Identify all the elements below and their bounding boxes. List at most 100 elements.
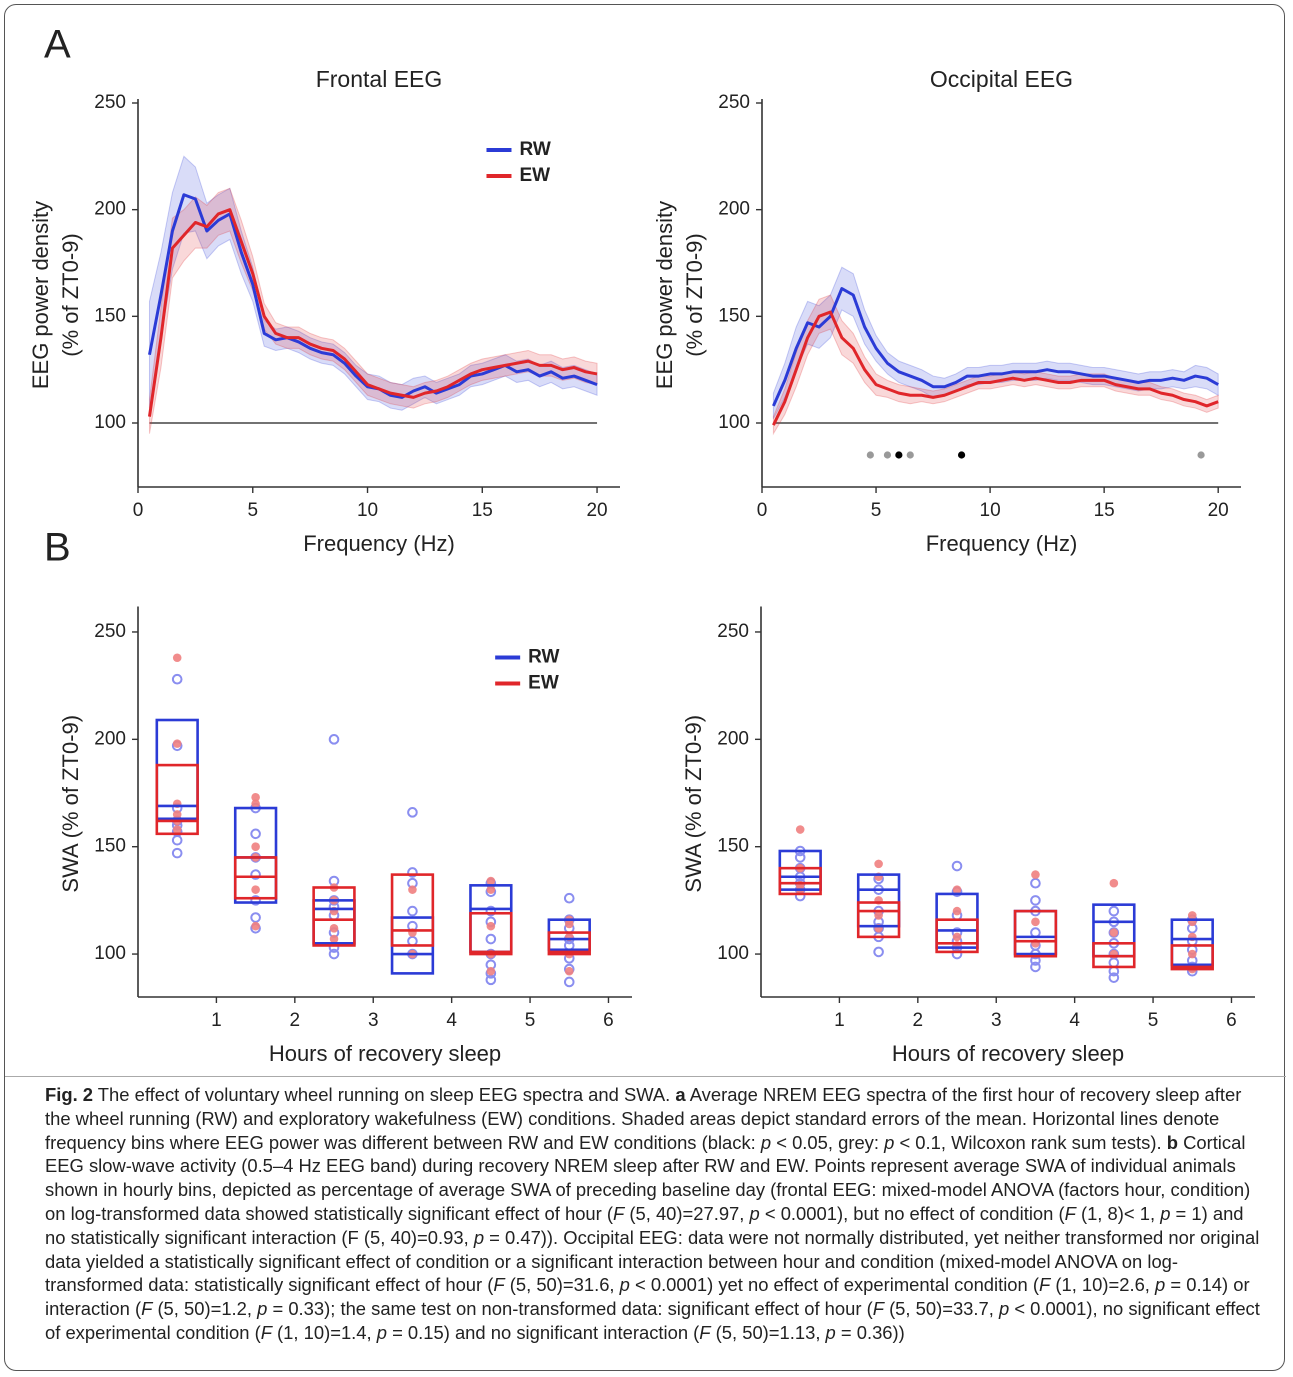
y-axis-label: (% of ZT0-9) [682,233,707,356]
data-point [1031,917,1040,927]
x-axis-label: Frequency (Hz) [303,531,455,556]
caption-text: F [141,1298,153,1320]
caption-text: = 0.33); the same test on non-transforme… [267,1298,873,1320]
data-point [952,932,962,942]
box [233,806,278,904]
box [856,901,901,939]
x-tick-label: 3 [991,1010,1002,1031]
data-point [329,923,339,933]
data-point [171,847,183,859]
data-point [328,734,340,745]
significance-dot [906,451,914,459]
y-axis-label: (% of ZT0-9) [58,233,83,356]
y-tick-label: 200 [94,199,126,220]
box [155,763,199,836]
caption-text: p [749,1202,760,1224]
data-point [795,825,805,834]
box [1013,909,1058,958]
caption-text: F [1064,1202,1076,1224]
x-tick-label: 1 [211,1010,222,1031]
caption-text: < 0.0001), no significant effect of expe… [45,1298,1260,1343]
caption-text: p [760,1131,772,1153]
data-point [172,653,182,663]
data-point [407,867,418,878]
box [935,918,979,954]
caption-text: Cortical EEG slow-wave activity (0.5–4 H… [45,1131,1251,1224]
data-point [1108,972,1120,983]
data-point [251,921,260,931]
series-line [147,208,598,417]
caption: Fig. 2 The effect of voluntary wheel run… [45,1083,1267,1345]
data-point [171,673,183,685]
data-point [407,807,418,818]
x-tick-label: 5 [871,500,882,521]
y-tick-label: 100 [717,943,749,964]
caption-text: p [1160,1202,1171,1224]
data-point [251,793,260,802]
data-point [408,885,417,894]
data-point [1030,895,1041,906]
data-point [171,834,183,846]
caption-text: = 0.47)). Occipital EEG: data were not n… [45,1226,1260,1296]
x-tick-label: 5 [525,1010,536,1031]
x-tick-label: 15 [1094,500,1115,521]
data-point [1109,928,1119,937]
x-tick-label: 1 [834,1010,845,1031]
data-point [407,905,418,917]
y-tick-label: 150 [94,305,126,326]
box [778,866,822,896]
data-point [250,912,261,923]
x-tick-label: 6 [1226,1010,1237,1031]
data-point [1030,877,1041,889]
caption-text: F [1039,1274,1051,1296]
error-band [148,187,598,434]
x-tick-label: 0 [757,500,768,521]
caption-text: p [376,1321,387,1343]
legend-label: EW [519,165,550,186]
caption-text: p [619,1274,630,1296]
caption-text: (5, 40)=27.97, [624,1202,750,1224]
panel-label: B [44,526,71,570]
data-point [251,799,260,809]
caption-text: Fig. 2 [45,1084,94,1105]
significance-dot [957,451,966,459]
data-point [951,860,963,872]
data-point [1109,878,1119,888]
x-tick-label: 4 [446,1010,457,1031]
y-axis-label: SWA (% of ZT0-9) [681,715,706,893]
data-point [486,885,496,894]
caption-text: F [872,1298,884,1320]
data-point [563,976,575,988]
series-line [772,287,1219,407]
box [1170,944,1214,971]
x-tick-label: 10 [980,500,1001,521]
data-point [328,948,340,960]
caption-text: Average NREM EEG spectra of the first ho… [45,1084,1242,1153]
data-point [329,934,339,944]
caption-text: (5, 50)=1.2, [152,1298,258,1320]
y-axis-label: EEG power density [28,201,53,389]
caption-text: p [884,1131,895,1153]
data-point [251,842,260,851]
data-point [1030,961,1041,973]
y-tick-label: 100 [718,412,750,433]
caption-text: < 0.0001) yet no effect of experimental … [629,1274,1039,1296]
box [390,873,435,947]
y-tick-label: 250 [94,621,126,642]
x-tick-label: 15 [472,500,493,521]
data-point [485,905,497,917]
data-point [874,911,883,920]
caption-text: < 0.05, grey: [771,1131,885,1153]
data-point [563,892,575,904]
y-tick-label: 200 [717,728,749,749]
data-point [172,810,182,819]
caption-text: (5, 50)=1.13, [710,1321,826,1343]
caption-text: p [998,1298,1010,1320]
box [1170,918,1214,967]
y-tick-label: 100 [94,412,126,433]
x-tick-label: 4 [1069,1010,1080,1031]
figure-frame [4,4,1285,1371]
data-point [1031,870,1040,879]
legend-label: EW [528,673,559,694]
y-tick-label: 250 [94,92,126,113]
